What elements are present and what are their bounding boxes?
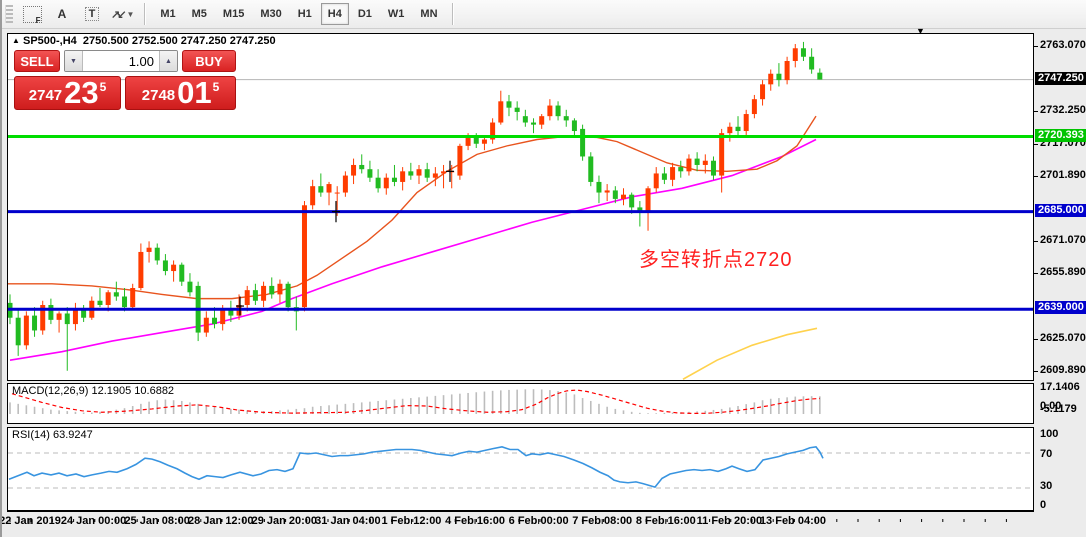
rsi-panel[interactable]: RSI(14) 63.9247: [7, 427, 1034, 511]
tf-button-mn[interactable]: MN: [420, 8, 438, 20]
axis-price-label: 2763.070: [1040, 39, 1086, 51]
axis-price-label: 2671.070: [1040, 234, 1086, 247]
rsi-axis-label: 30: [1040, 480, 1053, 492]
tf-button-h4[interactable]: H4: [320, 3, 349, 25]
chart-shift-marker-icon: ▼: [916, 26, 925, 36]
chart-annotation-text[interactable]: 多空转折点2720: [639, 249, 793, 271]
axis-price-label: 2625.070: [1040, 331, 1086, 344]
buy-price-big: 01: [177, 75, 212, 110]
axis-tick: [1034, 241, 1038, 243]
tf-button-m30[interactable]: M30: [260, 8, 282, 20]
time-axis-label: 29 Jan 20:00: [251, 515, 318, 527]
axis-price-label: 2655.890: [1040, 266, 1086, 279]
rsi-label: RSI(14) 63.9247: [12, 429, 93, 441]
axis-tick: [1034, 371, 1038, 372]
axis-tick: [1034, 273, 1038, 275]
time-axis-label: 31 Jan 04:00: [315, 515, 381, 527]
volume-decrease-button[interactable]: ▼: [65, 51, 83, 71]
axis-price-label: 2701.890: [1040, 168, 1086, 181]
buy-price-sup: 5: [212, 80, 220, 94]
buy-button[interactable]: BUY: [182, 50, 236, 72]
axis-price-label: 2732.250: [1040, 104, 1086, 117]
time-axis-label: 22 Jan 2019: [0, 515, 61, 527]
tf-button-w1[interactable]: W1: [387, 8, 405, 20]
volume-input[interactable]: 1.00: [128, 53, 154, 69]
tf-button-d1[interactable]: D1: [357, 8, 372, 20]
chevron-down-icon[interactable]: ▼: [126, 9, 135, 19]
sell-price-prefix: 2747: [28, 87, 63, 104]
time-axis[interactable]: 22 Jan 2019 24 Jan 00:00 25 Jan 08:00 28 Ja…: [2, 511, 1034, 528]
sell-button[interactable]: SELL: [14, 50, 60, 72]
macd-chart[interactable]: [8, 384, 1033, 423]
time-axis-label: 24 Jan 00:00: [60, 515, 127, 527]
toolbar-separator: [451, 3, 454, 25]
sell-price-button[interactable]: 2747 23 5: [14, 75, 122, 110]
volume-increase-button[interactable]: ▲: [159, 51, 177, 71]
axis-tick: [1034, 175, 1038, 177]
text-box-icon[interactable]: T: [77, 4, 107, 24]
rsi-axis-label: 100: [1040, 428, 1059, 440]
axis-price-label: 2609.890: [1040, 364, 1086, 376]
time-axis-label: 7 Feb 08:00: [572, 515, 633, 527]
time-axis-label: 1 Feb 12:00: [381, 515, 442, 527]
grid-f-icon[interactable]: F: [17, 4, 47, 25]
chart-title: ▲ SP500-,H4 2750.500 2752.500 2747.250 2…: [12, 35, 276, 47]
rsi-axis-label: 0: [1040, 499, 1047, 511]
tf-button-m1[interactable]: M1: [160, 8, 176, 20]
sell-price-sup: 5: [99, 80, 107, 94]
sell-price-big: 23: [64, 75, 99, 110]
rsi-axis-label: 70: [1040, 448, 1053, 460]
axis-price-label: 2747.250: [1035, 71, 1086, 85]
buy-price-button[interactable]: 2748 01 5: [125, 76, 236, 110]
axis-tick: [1034, 338, 1038, 340]
candlestick-chart[interactable]: [8, 34, 1033, 380]
time-axis-label: 8 Feb 16:00: [635, 515, 696, 527]
axis-price-label: 2720.393: [1035, 128, 1086, 142]
toolbar-separator: [144, 3, 147, 25]
toolbar-grip[interactable]: [5, 5, 13, 23]
axis-price-label: 2685.000: [1035, 203, 1086, 217]
axis-tick: [1034, 143, 1038, 145]
chart-symbol: SP500-,H4: [22, 35, 77, 47]
macd-axis-label: 0.00: [1040, 400, 1062, 412]
tf-button-m5[interactable]: M5: [191, 8, 207, 20]
symbol-marker-icon: ▲: [12, 36, 20, 45]
macd-axis-label: -5.1179: [1040, 403, 1077, 415]
macd-label: MACD(12,26,9) 12.1905 10.6882: [12, 385, 175, 397]
tf-button-m15[interactable]: M15: [222, 8, 245, 20]
buy-price-prefix: 2748: [141, 87, 176, 104]
time-axis-label: 6 Feb 00:00: [508, 515, 569, 527]
time-axis-ticks: [9, 519, 1007, 524]
text-label-icon[interactable]: A: [57, 7, 67, 21]
axis-tick: [1034, 46, 1038, 47]
tf-button-h1[interactable]: H1: [297, 8, 312, 20]
time-axis-label: 25 Jan 08:00: [124, 515, 190, 527]
one-click-trade-panel: SELL ▼ 1.00 ▲ BUY 2747 23 5 2748 01 5: [14, 50, 236, 110]
axis-tick: [1034, 111, 1038, 113]
volume-stepper: ▼ 1.00 ▲: [64, 50, 178, 72]
chart-ohlc: 2750.500 2752.500 2747.250 2747.250: [82, 35, 276, 47]
rsi-chart[interactable]: [8, 428, 1033, 510]
toolbar: F A T ↗↙ ▼ M1 M5 M15 M30 H1 H4 D1 W1 MN: [2, 0, 1086, 29]
time-axis-label: 28 Jan 12:00: [188, 515, 254, 527]
time-axis-label: 4 Feb 16:00: [445, 515, 506, 527]
arrow-tools-icon[interactable]: ↗↙ ▼: [111, 8, 135, 21]
axis-price-label: 2639.000: [1035, 301, 1086, 315]
macd-axis-label: 17.1406: [1040, 381, 1080, 393]
macd-panel[interactable]: MACD(12,26,9) 12.1905 10.6882: [7, 383, 1034, 424]
timeframe-group: M1 M5 M15 M30 H1 H4 D1 W1 MN: [152, 3, 445, 25]
time-axis-label: 11 Feb 20:00: [696, 515, 763, 527]
time-axis-label: 13 Feb 04:00: [759, 515, 826, 527]
